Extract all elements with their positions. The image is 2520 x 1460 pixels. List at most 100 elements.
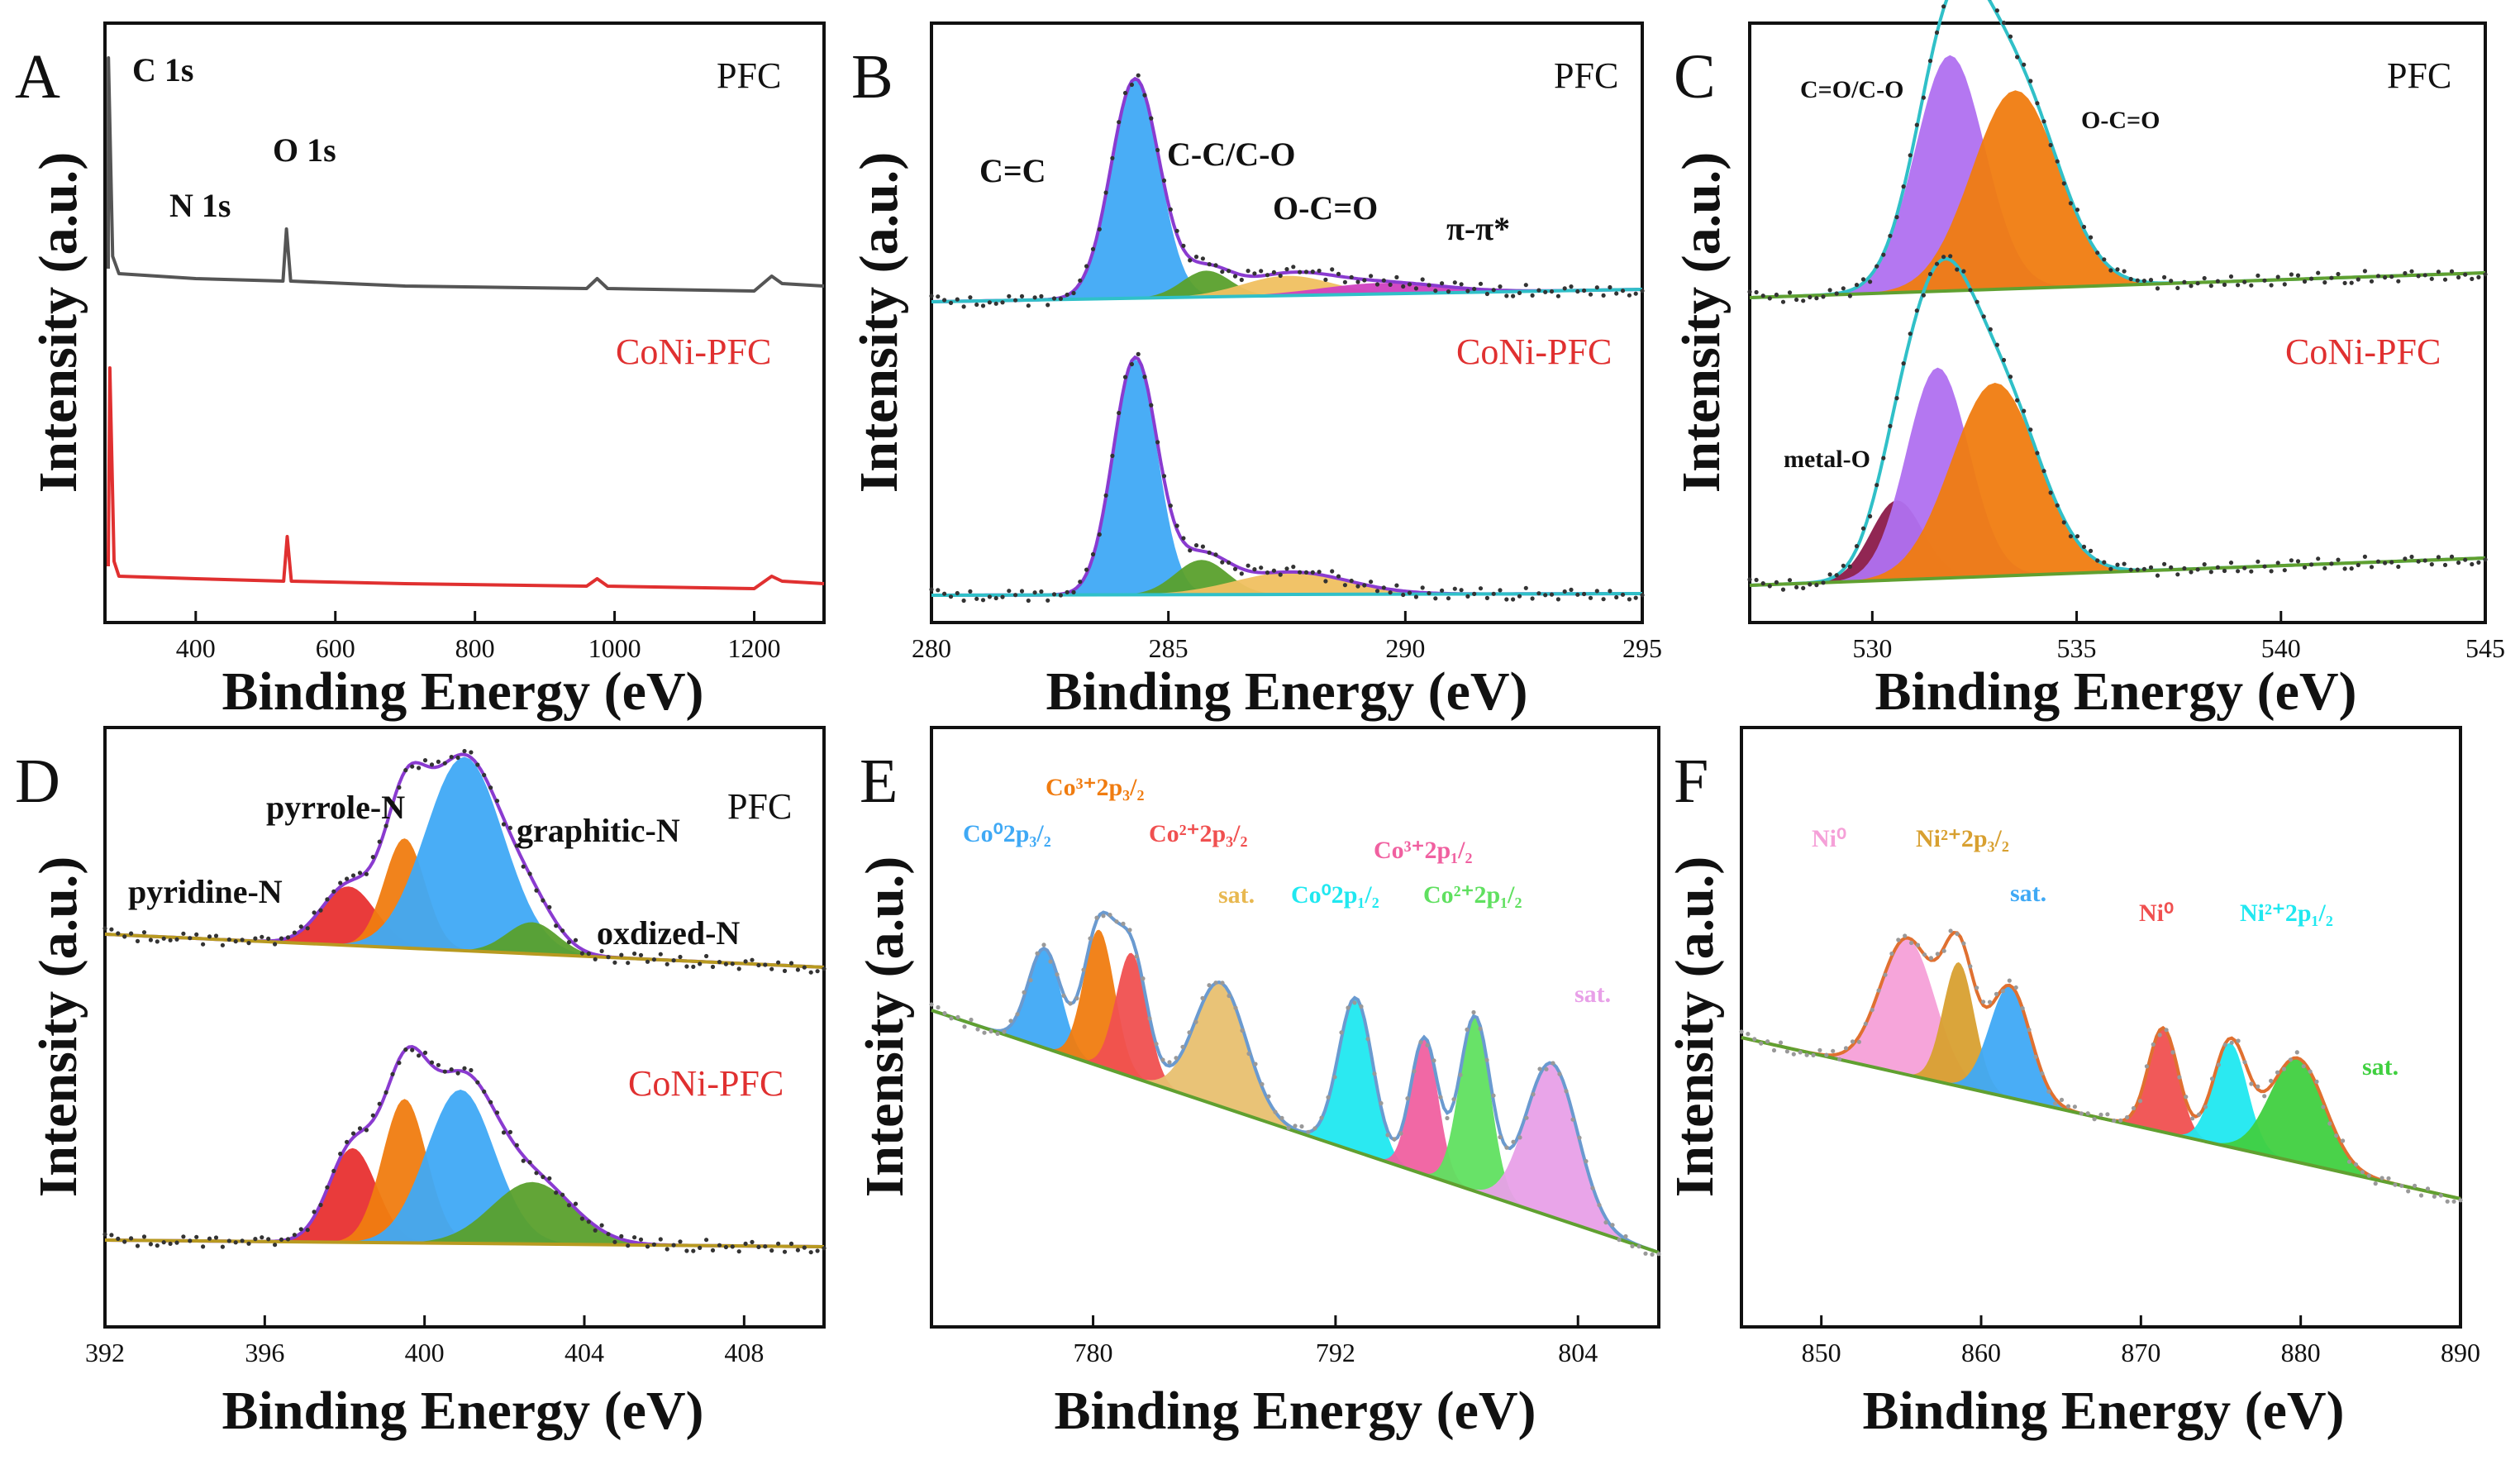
panel-B-pfc-data-point	[1569, 284, 1574, 289]
panel-C-coni-data-point	[2456, 561, 2461, 565]
panel-E-data-point	[1094, 915, 1099, 920]
panel-D-pfc-data-point	[475, 762, 480, 767]
panel-E-data-point	[1286, 1125, 1291, 1130]
panel-C-pfc-data-point	[2329, 275, 2334, 280]
panel-D-pfc-data-point	[684, 964, 689, 969]
panel-B-pfc-data-point	[1562, 286, 1567, 291]
panel-C-coni-data-point	[1955, 267, 1960, 272]
panel-F-data-point	[1824, 1052, 1829, 1057]
panel-C-coni-data-point	[2001, 357, 2007, 363]
panel-C-coni-data-point	[1988, 327, 1993, 332]
panel-D-pfc-data-point	[260, 934, 264, 939]
panel-B-pfc-data-point	[1058, 296, 1063, 301]
panel-D-pfc-data-point	[148, 938, 153, 942]
panel-C-pfc-data-point	[2269, 283, 2274, 288]
panel-F-ann-ni0-a: Ni⁰	[1812, 825, 1846, 852]
panel-C-coni-data-point	[2022, 408, 2027, 413]
panel-D-coni-data-point	[501, 1130, 507, 1135]
x-tick-label: 400	[405, 1338, 445, 1367]
panel-B-pfc-data-point	[1303, 270, 1309, 274]
panel-C-coni-data-point	[2128, 567, 2133, 572]
panel-E-data-point	[1319, 1115, 1324, 1120]
panel-E-peak-6	[1406, 1017, 1545, 1214]
panel-C-pfc-data-point	[2262, 278, 2267, 283]
panel-D-pfc-data-point	[422, 758, 428, 763]
panel-E-data-point	[1511, 1139, 1516, 1144]
panel-C-coni-data-point	[1981, 314, 1986, 319]
panel-D-pfc-data-point	[619, 952, 624, 957]
x-tick-label: 850	[1802, 1338, 1841, 1367]
panel-D-pfc-data-point	[723, 961, 729, 966]
panel-F-data-point	[1831, 1048, 1836, 1053]
panel-C-coni-data-point	[1934, 261, 1940, 266]
panel-E-data-point	[1359, 1004, 1364, 1009]
panel-C-pfc-data-point	[2275, 274, 2280, 279]
panel-D-coni-data-point	[586, 1219, 591, 1224]
panel-B-coni-data-point	[1078, 580, 1083, 584]
panel-C-coni-data-point	[2356, 562, 2360, 568]
panel-C-coni-data-point	[2135, 567, 2140, 572]
panel-D-coni-data-point	[541, 1175, 545, 1180]
panel-E-data-point	[1055, 972, 1060, 977]
panel-C-coni-data-point	[2396, 564, 2401, 570]
panel-C-coni-data-point	[1914, 308, 1919, 313]
panel-D-pfc-data-point	[586, 951, 591, 957]
panel-C-pfc-data-point	[1794, 297, 1799, 303]
panel-B-ann-ccco: C-C/C-O	[1167, 136, 1296, 173]
panel-C-pfc-data-point	[2389, 274, 2394, 279]
panel-C-coni-data-point	[2242, 565, 2247, 570]
panel-D-pfc-data-point	[141, 930, 147, 935]
panel-C-pfc-data-point	[2456, 274, 2461, 280]
panel-B-pfc-data-point	[1110, 155, 1115, 160]
x-tick-label: 290	[1385, 633, 1425, 663]
panel-C-pfc-data-point	[2041, 119, 2046, 124]
panel-C-pfc-baseline	[1749, 271, 2486, 299]
panel-A-ylabel: Intensity (a.u.)	[28, 152, 88, 494]
panel-E-data-point	[1180, 1044, 1185, 1049]
panel-B-coni-envelope	[931, 355, 1642, 597]
panel-B-coni-data-point	[1484, 595, 1489, 601]
panel-D-pfc-data-point	[285, 935, 291, 940]
panel-D-coni-data-point	[201, 1244, 206, 1249]
panel-B-coni-data-point	[1129, 361, 1134, 367]
panel-B-coni-data-point	[1239, 571, 1244, 576]
panel-C-pfc-data-point	[2282, 282, 2287, 287]
panel-D-coni-data-point	[429, 1060, 435, 1065]
panel-E-data-point	[1531, 1092, 1536, 1097]
panel-F-data-point	[1994, 991, 1999, 996]
panel-E-data-point	[1537, 1066, 1542, 1071]
panel-E-data-point	[1213, 980, 1218, 985]
panel-D-pfc-data-point	[279, 936, 284, 941]
panel-F-x-ticks: 850 860 870 880 890	[1802, 1315, 2480, 1367]
panel-A-ann-c1s: C 1s	[132, 51, 193, 88]
panel-B-coni-data-point	[1433, 596, 1438, 601]
panel-D-pfc-data-point	[788, 961, 794, 966]
panel-C-coni-data-point	[2483, 557, 2488, 562]
panel-F-plot	[1739, 928, 2463, 1204]
panel-C-coni-data-point	[2148, 565, 2154, 570]
panel-C-coni-data-point	[2336, 557, 2341, 562]
panel-C-coni-data-point	[1760, 581, 1765, 586]
panel-B-coni-data-point	[1174, 523, 1179, 528]
panel-F-data-point	[1955, 932, 1960, 937]
panel-E-data-point	[1339, 1030, 1344, 1035]
panel-B-coni-data-point	[1465, 594, 1470, 599]
panel-C-pfc-data-point	[2035, 101, 2040, 106]
panel-D-coni-data-point	[795, 1248, 801, 1252]
panel-D-pfc-data-point	[808, 970, 813, 975]
panel-C-pfc-data-point	[2115, 267, 2120, 272]
panel-C-coni-data-point	[2375, 559, 2381, 564]
panel-E-data-point	[1610, 1223, 1615, 1228]
panel-C-pfc-data-point	[2208, 284, 2213, 289]
panel-B-coni-data-point	[1342, 583, 1347, 588]
panel-B-coni-data-point	[936, 588, 941, 593]
panel-D-pfc-data-point	[116, 931, 121, 936]
panel-C-pfc-data-point	[1787, 290, 1793, 295]
panel-D-coni-data-point	[181, 1234, 186, 1239]
panel-B-coni-data-point	[1149, 403, 1154, 408]
panel-E-data-point	[1326, 1095, 1331, 1100]
panel-C-coni-data-point	[1794, 584, 1799, 589]
panel-C-coni-data-point	[1780, 587, 1786, 592]
panel-D-pfc-data-point	[756, 962, 761, 968]
panel-F-data-point	[2033, 1054, 2038, 1059]
